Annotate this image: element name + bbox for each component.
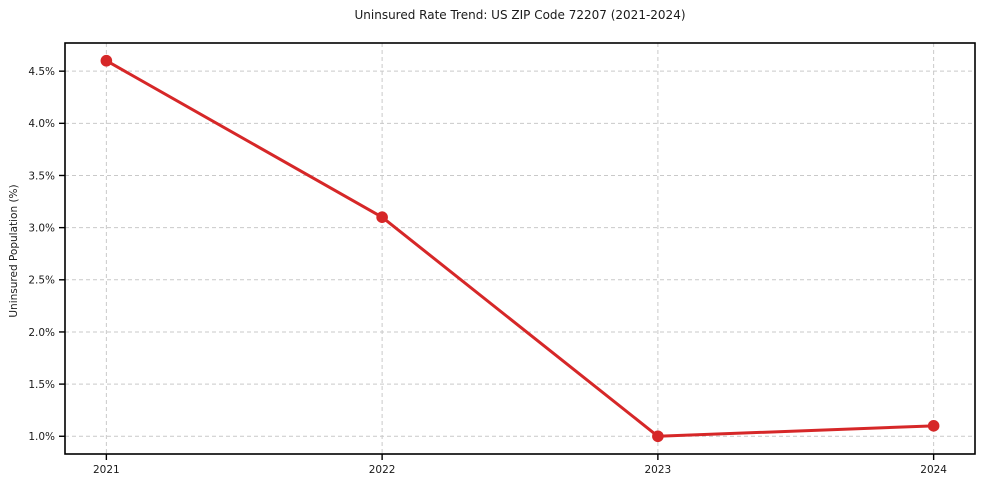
x-tick-label: 2022: [369, 464, 396, 476]
y-tick-label: 3.5%: [28, 170, 55, 182]
chart-title: Uninsured Rate Trend: US ZIP Code 72207 …: [354, 8, 686, 22]
x-tick-label: 2024: [920, 464, 947, 476]
y-tick-label: 2.0%: [28, 327, 55, 339]
y-tick-label: 3.0%: [28, 222, 55, 234]
x-tick-label: 2021: [93, 464, 120, 476]
x-tick-label: 2023: [645, 464, 672, 476]
trend-line: [104, 59, 936, 438]
data-point-2024: [927, 420, 940, 432]
data-point-2021: [100, 54, 113, 67]
y-tick-label: 4.0%: [28, 118, 55, 130]
y-tick-label: 1.0%: [28, 431, 55, 443]
plot-border: [64, 42, 976, 455]
data-point-2022: [376, 211, 388, 224]
data-point-2023: [652, 430, 664, 443]
y-tick-label: 1.5%: [28, 379, 55, 391]
y-tick-label: 2.5%: [28, 275, 55, 287]
y-tick-label: 4.5%: [28, 66, 55, 78]
